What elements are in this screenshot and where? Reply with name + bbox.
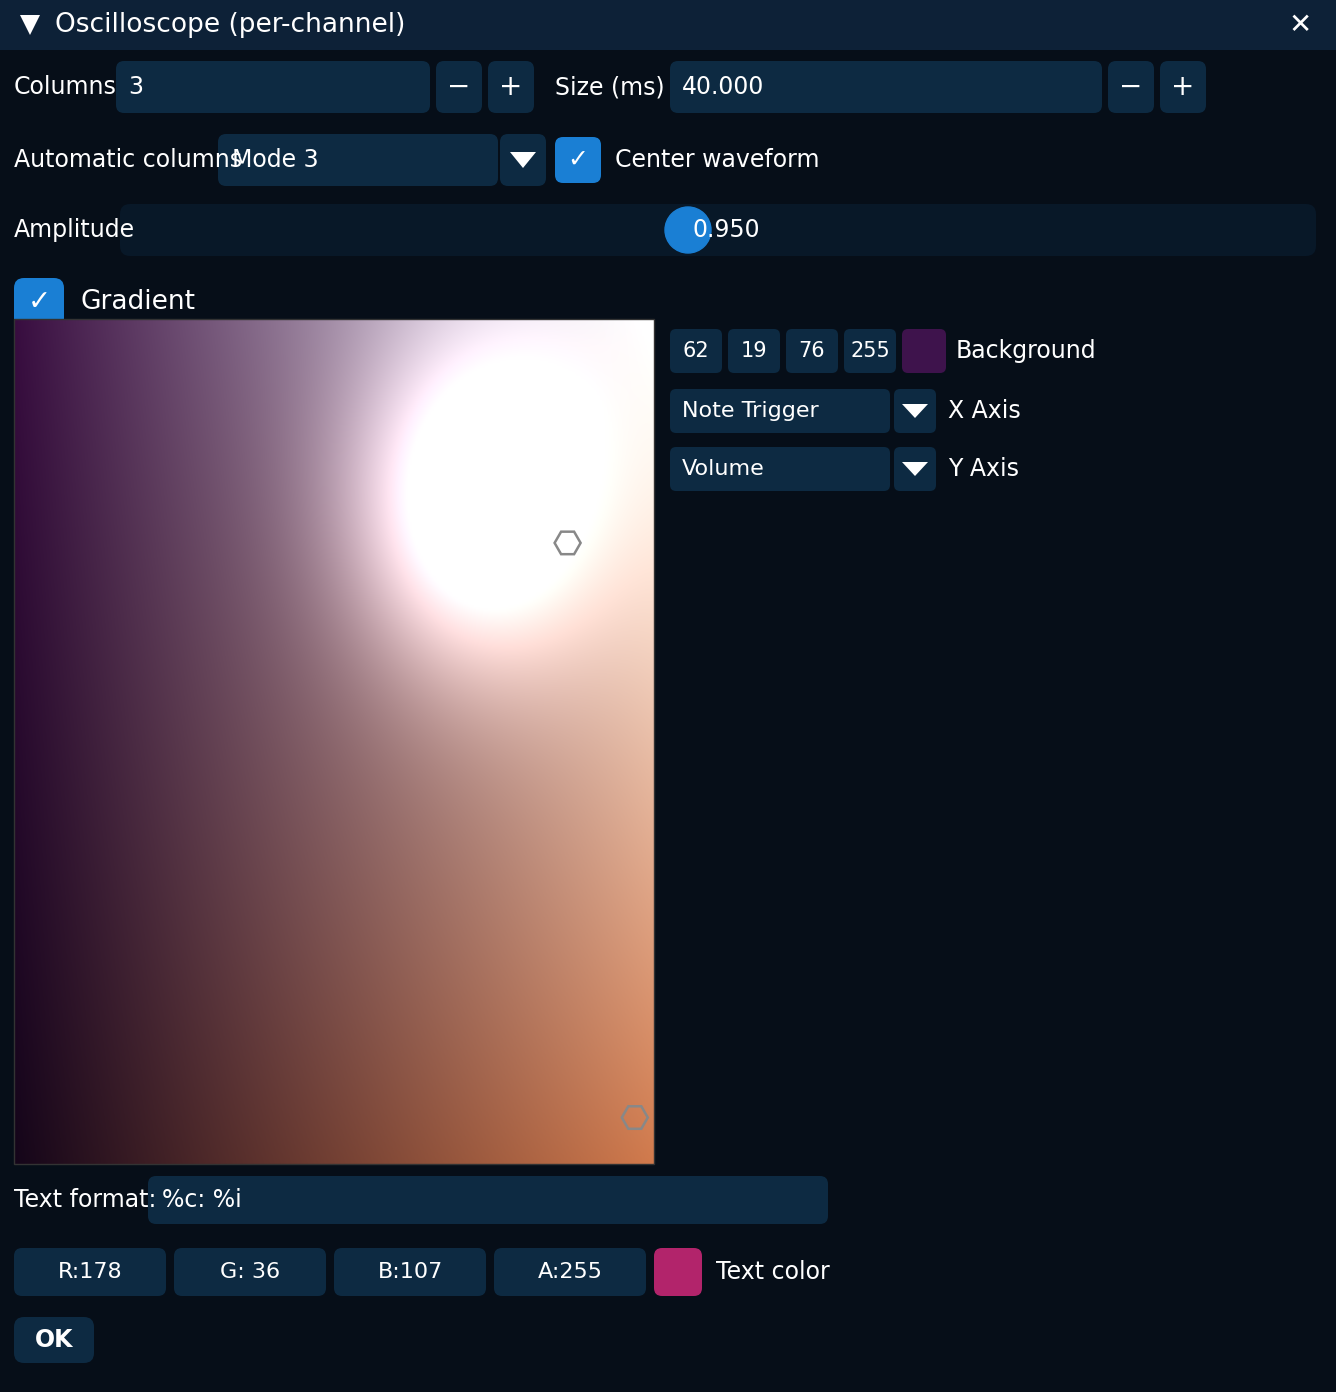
FancyBboxPatch shape xyxy=(13,278,64,329)
Text: 62: 62 xyxy=(683,341,709,361)
Text: X Axis: X Axis xyxy=(949,400,1021,423)
FancyBboxPatch shape xyxy=(728,329,780,373)
Polygon shape xyxy=(902,404,929,418)
Text: %c: %i: %c: %i xyxy=(162,1187,242,1212)
Polygon shape xyxy=(20,15,40,35)
Bar xyxy=(13,319,655,1164)
FancyBboxPatch shape xyxy=(786,329,838,373)
Text: OK: OK xyxy=(35,1328,73,1352)
Text: ✓: ✓ xyxy=(27,288,51,316)
FancyBboxPatch shape xyxy=(1160,61,1206,113)
FancyBboxPatch shape xyxy=(488,61,534,113)
FancyBboxPatch shape xyxy=(334,1249,486,1296)
FancyBboxPatch shape xyxy=(669,447,890,491)
FancyBboxPatch shape xyxy=(148,1176,828,1224)
Text: 0.950: 0.950 xyxy=(693,219,760,242)
Text: Oscilloscope (per-channel): Oscilloscope (per-channel) xyxy=(55,13,405,38)
Circle shape xyxy=(665,207,711,253)
Polygon shape xyxy=(902,462,929,476)
Text: 40.000: 40.000 xyxy=(681,75,764,99)
FancyBboxPatch shape xyxy=(436,61,482,113)
FancyBboxPatch shape xyxy=(894,447,937,491)
Text: Amplitude: Amplitude xyxy=(13,219,135,242)
Bar xyxy=(0,0,1336,50)
Text: Mode 3: Mode 3 xyxy=(232,148,318,173)
Text: −: − xyxy=(448,72,470,102)
Polygon shape xyxy=(510,152,536,168)
Text: 255: 255 xyxy=(850,341,890,361)
Text: Automatic columns: Automatic columns xyxy=(13,148,242,173)
Text: +: + xyxy=(500,72,522,102)
Text: Y Axis: Y Axis xyxy=(949,457,1019,482)
FancyBboxPatch shape xyxy=(844,329,896,373)
Text: B:107: B:107 xyxy=(377,1263,442,1282)
Text: +: + xyxy=(1172,72,1194,102)
FancyBboxPatch shape xyxy=(116,61,430,113)
FancyBboxPatch shape xyxy=(554,136,601,182)
Text: Columns: Columns xyxy=(13,75,116,99)
Text: Size (ms): Size (ms) xyxy=(554,75,664,99)
FancyBboxPatch shape xyxy=(120,205,1316,256)
FancyBboxPatch shape xyxy=(13,1249,166,1296)
FancyBboxPatch shape xyxy=(655,1249,701,1296)
Text: Volume: Volume xyxy=(681,459,764,479)
Text: Center waveform: Center waveform xyxy=(615,148,819,173)
FancyBboxPatch shape xyxy=(13,1317,94,1363)
Text: A:255: A:255 xyxy=(537,1263,603,1282)
Text: Note Trigger: Note Trigger xyxy=(681,401,819,420)
FancyBboxPatch shape xyxy=(494,1249,647,1296)
FancyBboxPatch shape xyxy=(500,134,546,187)
Text: 3: 3 xyxy=(128,75,143,99)
FancyBboxPatch shape xyxy=(174,1249,326,1296)
Text: 19: 19 xyxy=(740,341,767,361)
FancyBboxPatch shape xyxy=(669,61,1102,113)
FancyBboxPatch shape xyxy=(894,388,937,433)
Text: Background: Background xyxy=(957,340,1097,363)
Text: ✕: ✕ xyxy=(1288,11,1312,39)
FancyBboxPatch shape xyxy=(669,388,890,433)
Text: ✓: ✓ xyxy=(568,148,588,173)
FancyBboxPatch shape xyxy=(1108,61,1154,113)
Text: R:178: R:178 xyxy=(57,1263,123,1282)
Text: G: 36: G: 36 xyxy=(220,1263,281,1282)
FancyBboxPatch shape xyxy=(218,134,498,187)
FancyBboxPatch shape xyxy=(902,329,946,373)
Text: Text format:: Text format: xyxy=(13,1187,156,1212)
Text: 76: 76 xyxy=(799,341,826,361)
Text: Text color: Text color xyxy=(716,1260,830,1283)
FancyBboxPatch shape xyxy=(669,329,721,373)
Text: Gradient: Gradient xyxy=(80,290,195,315)
Text: −: − xyxy=(1120,72,1142,102)
